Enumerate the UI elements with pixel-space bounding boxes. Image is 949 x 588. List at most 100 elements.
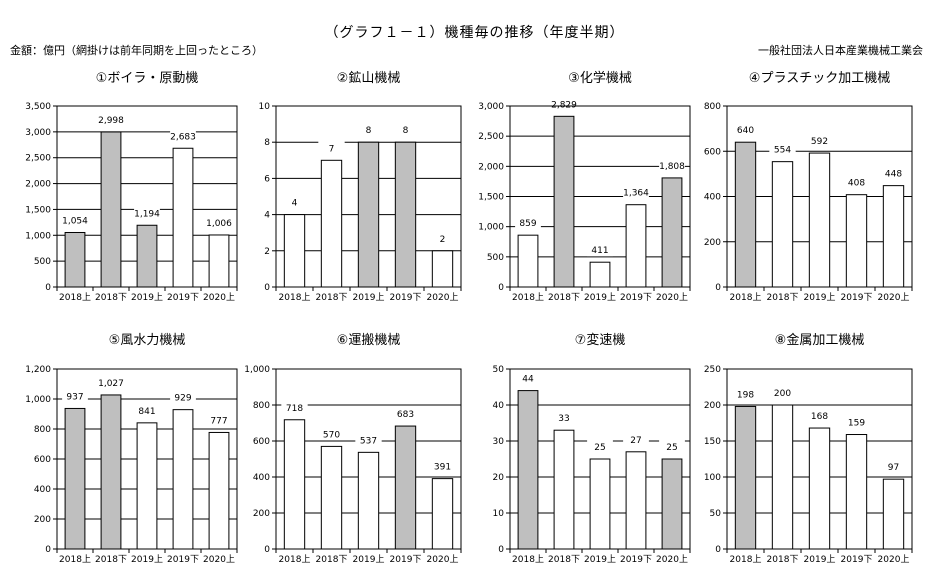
- y-tick-label: 200: [34, 515, 51, 525]
- y-tick-label: 400: [253, 473, 270, 483]
- bar: [808, 152, 831, 288]
- y-tick-label: 1,200: [25, 365, 51, 375]
- y-tick-label: 2,000: [25, 180, 51, 190]
- x-tick-label: 2020上: [656, 292, 688, 303]
- bar: [283, 419, 306, 550]
- value-label-bg: [206, 412, 232, 427]
- value-label-bg: [880, 459, 907, 474]
- y-tick-label: 1,500: [25, 205, 51, 215]
- plot-frame: [509, 105, 691, 288]
- value-label-bg: [62, 212, 88, 227]
- value-label: 554: [774, 146, 791, 156]
- y-tick-label: 3,500: [25, 102, 51, 112]
- value-label: 1,027: [98, 379, 124, 389]
- bar: [100, 394, 122, 550]
- y-tick-label: 200: [253, 509, 270, 519]
- bar: [882, 478, 905, 550]
- value-label: 570: [323, 430, 340, 440]
- x-tick-label: 2018上: [59, 554, 91, 565]
- x-tick-label: 2018下: [316, 293, 348, 303]
- plot-frame: [275, 105, 462, 288]
- y-tick-label: 20: [493, 473, 505, 483]
- y-tick-label: 800: [253, 401, 270, 411]
- chart-7: ⑦変速機 0 10 20 30 40 50 44 2018上 33 2018下 25 2019上 27 20…: [493, 332, 691, 565]
- x-tick-label: 2018上: [512, 554, 544, 565]
- value-label: 2: [440, 235, 446, 245]
- bar: [208, 431, 230, 550]
- value-label: 859: [519, 219, 536, 229]
- y-tick-label: 500: [34, 257, 51, 267]
- y-tick-label: 1,000: [25, 395, 51, 405]
- x-tick-label: 2020上: [427, 292, 459, 303]
- bar: [589, 261, 611, 288]
- value-label: 537: [360, 436, 377, 446]
- y-tick-label: 250: [704, 365, 721, 375]
- value-label: 168: [811, 412, 828, 422]
- value-label-bg: [429, 230, 456, 245]
- value-label-bg: [623, 431, 649, 446]
- value-label: 7: [329, 144, 335, 154]
- value-label-bg: [587, 242, 613, 257]
- chart-6: ⑥運搬機械 0 200 400 600 800 1,000 718 2018上 570 2018下 5…: [244, 333, 462, 565]
- x-tick-label: 2020上: [203, 292, 235, 303]
- chart-title: ⑤風水力機械: [109, 333, 186, 348]
- x-tick-label: 2019上: [353, 292, 385, 303]
- bar: [394, 425, 417, 550]
- unit-note: 金額：億円（網掛けは前年同期を上回ったところ）: [10, 44, 263, 57]
- value-label-bg: [659, 439, 685, 453]
- bar: [734, 141, 757, 288]
- value-label-bg: [62, 388, 88, 403]
- value-label: 929: [174, 394, 191, 404]
- y-tick-label: 0: [498, 545, 504, 555]
- y-tick-label: 150: [704, 437, 721, 447]
- y-tick-label: 600: [34, 455, 51, 465]
- x-tick-label: 2018下: [316, 555, 348, 565]
- value-label-bg: [880, 165, 907, 180]
- y-tick-label: 600: [253, 437, 270, 447]
- x-tick-label: 2019下: [167, 555, 199, 565]
- bar: [283, 214, 306, 288]
- value-label-bg: [98, 374, 124, 389]
- value-label: 25: [594, 443, 605, 453]
- value-label-bg: [318, 140, 345, 155]
- value-label-bg: [281, 194, 308, 209]
- y-tick-label: 400: [704, 193, 721, 203]
- chart-5: ⑤風水力機械 0 200 400 600 800 1,000 1,200 937 2018上 1,0…: [25, 333, 238, 565]
- bar: [553, 115, 575, 288]
- value-label-bg: [843, 174, 870, 189]
- y-tick-label: 2,000: [478, 162, 504, 172]
- value-label: 33: [558, 414, 569, 424]
- value-label: 937: [66, 392, 83, 402]
- x-tick-label: 2019上: [353, 554, 385, 565]
- chart-title: ⑥運搬機械: [337, 333, 401, 348]
- page-title: （グラフ１－１）機種毎の推移（年度半期）: [324, 25, 625, 41]
- value-label-bg: [769, 385, 796, 399]
- x-tick-label: 2018上: [730, 292, 762, 303]
- y-tick-label: 10: [493, 509, 505, 519]
- bar: [517, 390, 539, 550]
- y-tick-label: 40: [493, 401, 505, 411]
- value-label-bg: [659, 157, 685, 172]
- value-label-bg: [429, 458, 456, 473]
- value-label: 391: [434, 463, 451, 473]
- x-tick-label: 2020上: [656, 554, 688, 565]
- value-label: 44: [522, 375, 534, 385]
- chart-2: ②鉱山機械 0 2 4 6 8 10 4 2018上 7 2018下 8 2019上 8 2019下 2 202…: [259, 70, 462, 303]
- y-tick-label: 0: [45, 283, 51, 293]
- y-tick-label: 800: [34, 425, 51, 435]
- chart-title: ③化学機械: [568, 70, 632, 86]
- value-label-bg: [392, 122, 419, 137]
- y-tick-label: 0: [715, 545, 721, 555]
- x-tick-label: 2018下: [548, 555, 580, 565]
- bar: [589, 458, 611, 550]
- plot-frame: [275, 368, 462, 550]
- x-tick-label: 2018上: [730, 554, 762, 565]
- value-label-bg: [732, 386, 759, 401]
- value-label: 1,006: [206, 219, 232, 229]
- value-label: 2,683: [170, 132, 196, 142]
- value-label: 640: [737, 126, 754, 136]
- x-tick-label: 2018下: [95, 293, 127, 303]
- y-tick-label: 4: [264, 211, 270, 221]
- bar: [100, 131, 122, 288]
- source-note: 一般社団法人日本産業機械工業会: [758, 44, 923, 57]
